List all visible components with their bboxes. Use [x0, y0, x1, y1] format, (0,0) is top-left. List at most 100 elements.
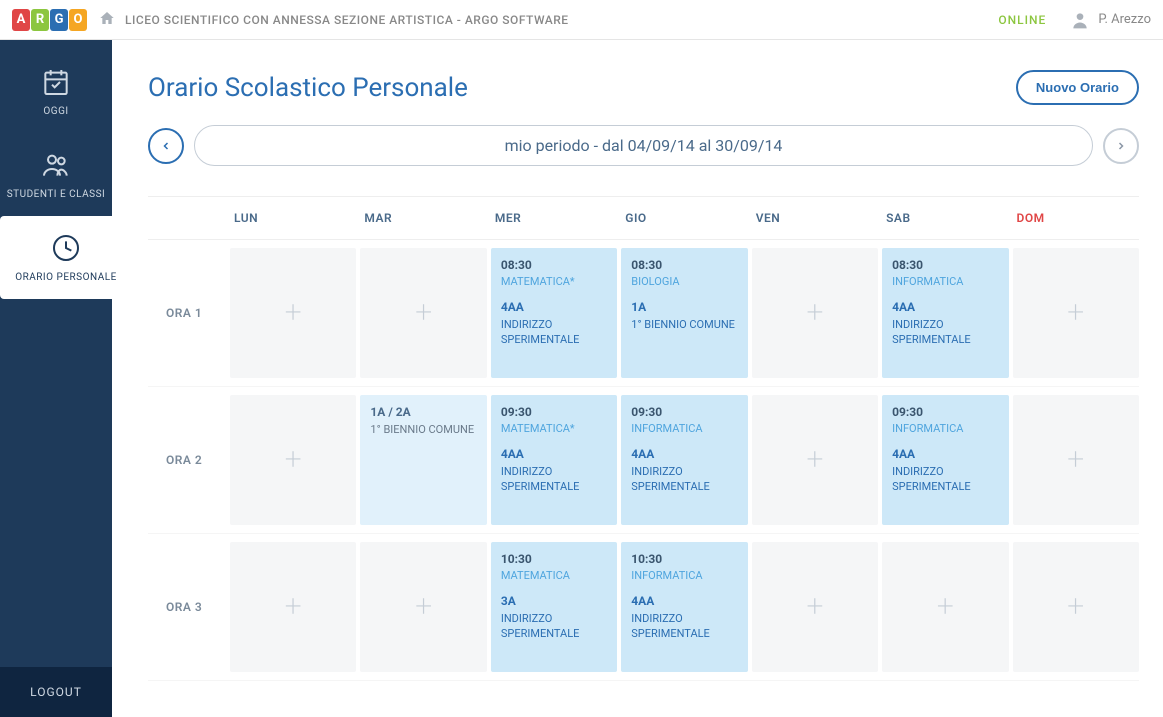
class-code: 4AA [892, 300, 998, 314]
next-period-button[interactable] [1103, 128, 1139, 164]
period-selector[interactable]: mio periodo - dal 04/09/14 al 30/09/14 [194, 125, 1093, 166]
user-name: P. Arezzo [1098, 12, 1151, 27]
plus-icon: + [1067, 592, 1084, 622]
logout-button[interactable]: LOGOUT [0, 667, 112, 717]
timetable-row: ORA 1 + +08:30 MATEMATICA* 4AA INDIRIZZO SPER… [148, 240, 1139, 387]
class-code: 1A / 2A [370, 405, 476, 419]
topbar: A R G O LICEO SCIENTIFICO CON ANNESSA SE… [0, 0, 1163, 40]
plus-icon: + [1067, 298, 1084, 328]
empty-slot[interactable]: + [752, 395, 878, 525]
plus-icon: + [937, 592, 954, 622]
empty-slot[interactable]: + [752, 248, 878, 378]
lesson-slot[interactable]: 1A / 2A 1° BIENNIO COMUNE [360, 395, 486, 525]
class-code: 4AA [631, 594, 737, 608]
empty-slot[interactable]: + [1013, 542, 1139, 672]
lesson-subject: INFORMATICA [631, 422, 737, 435]
lesson-subject: MATEMATICA [501, 569, 607, 582]
class-track: INDIRIZZO SPERIMENTALE [501, 464, 607, 495]
sidebar-item-studenti[interactable]: STUDENTI E CLASSI [0, 133, 112, 216]
chevron-left-icon [160, 140, 172, 152]
lesson-subject: INFORMATICA [892, 275, 998, 288]
plus-icon: + [806, 298, 823, 328]
class-code: 4AA [631, 447, 737, 461]
lesson-slot[interactable]: 09:30 MATEMATICA* 4AA INDIRIZZO SPERIMENTAL… [491, 395, 617, 525]
plus-icon: + [1067, 445, 1084, 475]
lesson-slot[interactable]: 08:30 INFORMATICA 4AA INDIRIZZO SPERIMENTAL… [882, 248, 1008, 378]
plus-icon: + [285, 445, 302, 475]
plus-icon: + [415, 298, 432, 328]
empty-slot[interactable]: + [230, 542, 356, 672]
lesson-subject: INFORMATICA [631, 569, 737, 582]
lesson-time: 08:30 [892, 258, 998, 272]
page-title: Orario Scolastico Personale [148, 73, 468, 103]
class-track: INDIRIZZO SPERIMENTALE [892, 464, 998, 495]
class-track: 1° BIENNIO COMUNE [631, 317, 737, 332]
class-track: INDIRIZZO SPERIMENTALE [631, 611, 737, 642]
lesson-subject: INFORMATICA [892, 422, 998, 435]
empty-slot[interactable]: + [882, 542, 1008, 672]
lesson-time: 10:30 [501, 552, 607, 566]
plus-icon: + [806, 445, 823, 475]
sidebar-item-orario[interactable]: ORARIO PERSONALE [0, 216, 132, 299]
lesson-time: 08:30 [501, 258, 607, 272]
row-label: ORA 1 [148, 248, 226, 378]
home-icon[interactable] [99, 10, 115, 30]
lesson-slot[interactable]: 10:30 INFORMATICA 4AA INDIRIZZO SPERIMENTAL… [621, 542, 747, 672]
main-content: Orario Scolastico Personale Nuovo Orario… [112, 40, 1163, 717]
class-code: 4AA [892, 447, 998, 461]
avatar-icon [1070, 10, 1090, 30]
prev-period-button[interactable] [148, 128, 184, 164]
empty-slot[interactable]: + [230, 248, 356, 378]
lesson-time: 09:30 [631, 405, 737, 419]
class-track: INDIRIZZO SPERIMENTALE [892, 317, 998, 348]
empty-slot[interactable]: + [1013, 395, 1139, 525]
row-label: ORA 2 [148, 395, 226, 525]
logo-letter-o: O [69, 9, 87, 31]
logout-label: LOGOUT [30, 685, 82, 699]
lesson-slot[interactable]: 09:30 INFORMATICA 4AA INDIRIZZO SPERIMENTAL… [621, 395, 747, 525]
class-code: 3A [501, 594, 607, 608]
logo: A R G O [12, 9, 87, 31]
day-header: GIO [621, 211, 747, 225]
lesson-subject: MATEMATICA* [501, 275, 607, 288]
lesson-subject: MATEMATICA* [501, 422, 607, 435]
timetable-row: ORA 2 +1A / 2A 1° BIENNIO COMUNE 09:30 MATEM… [148, 387, 1139, 534]
sidebar-item-label: OGGI [43, 106, 68, 117]
sidebar-item-label: STUDENTI E CLASSI [7, 189, 106, 200]
class-track: INDIRIZZO SPERIMENTALE [501, 611, 607, 642]
empty-slot[interactable]: + [1013, 248, 1139, 378]
day-header: VEN [752, 211, 878, 225]
new-schedule-button[interactable]: Nuovo Orario [1016, 70, 1139, 105]
empty-slot[interactable]: + [360, 542, 486, 672]
day-header: LUN [230, 211, 356, 225]
plus-icon: + [415, 592, 432, 622]
user-menu[interactable]: P. Arezzo [1070, 10, 1151, 30]
day-header: SAB [882, 211, 1008, 225]
lesson-time: 08:30 [631, 258, 737, 272]
lesson-time: 10:30 [631, 552, 737, 566]
class-track: 1° BIENNIO COMUNE [370, 422, 476, 437]
class-track: INDIRIZZO SPERIMENTALE [631, 464, 737, 495]
empty-slot[interactable]: + [752, 542, 878, 672]
logo-letter-a: A [12, 9, 30, 31]
class-code: 1A [631, 300, 737, 314]
empty-slot[interactable]: + [360, 248, 486, 378]
empty-slot[interactable]: + [230, 395, 356, 525]
online-status: ONLINE [998, 13, 1046, 27]
sidebar-item-oggi[interactable]: OGGI [0, 50, 112, 133]
lesson-slot[interactable]: 08:30BIOLOGIA1A1° BIENNIO COMUNE [621, 248, 747, 378]
lesson-time: 09:30 [892, 405, 998, 419]
lesson-slot[interactable]: 10:30 MATEMATICA 3A INDIRIZZO SPERIMENTALE [491, 542, 617, 672]
plus-icon: + [285, 298, 302, 328]
day-header: MAR [360, 211, 486, 225]
day-header: MER [491, 211, 617, 225]
lesson-slot[interactable]: 08:30MATEMATICA*4AAINDIRIZZO SPERIMENTAL… [491, 248, 617, 378]
row-label: ORA 3 [148, 542, 226, 672]
class-code: 4AA [501, 447, 607, 461]
timetable-header: LUNMARMERGIOVENSABDOM [148, 196, 1139, 240]
lesson-time: 09:30 [501, 405, 607, 419]
lesson-slot[interactable]: 09:30 INFORMATICA 4AA INDIRIZZO SPERIMENTAL… [882, 395, 1008, 525]
sidebar: OGGI STUDENTI E CLASSI ORARIO PERSONALE … [0, 0, 112, 717]
class-code: 4AA [501, 300, 607, 314]
logo-letter-r: R [31, 9, 49, 31]
